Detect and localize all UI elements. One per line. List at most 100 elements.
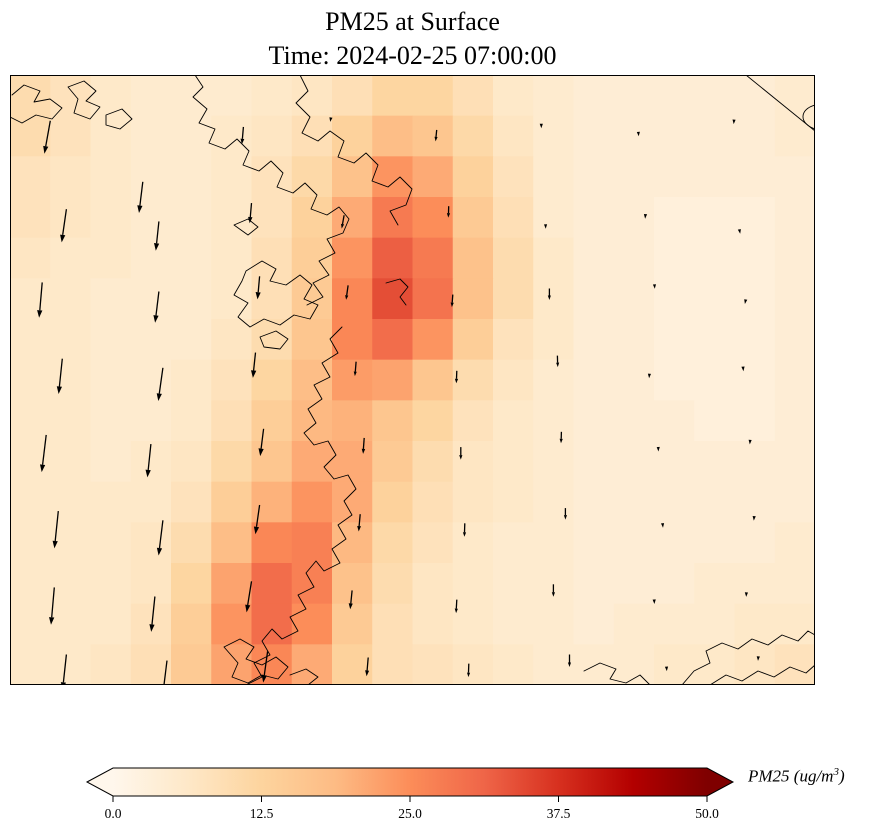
heatmap-cell [493, 115, 534, 157]
wind-arrow [748, 439, 752, 445]
heatmap-cell [211, 156, 253, 198]
heatmap-cell [90, 237, 132, 279]
heatmap-cell [493, 237, 534, 279]
heatmap-cell [734, 237, 776, 279]
heatmap-cell [90, 481, 132, 523]
heatmap-cell [291, 319, 333, 361]
heatmap-cell [90, 156, 132, 198]
heatmap-cell [452, 278, 494, 320]
heatmap-cell [171, 603, 212, 645]
heatmap-cell [90, 603, 132, 645]
wind-arrow [737, 229, 741, 234]
heatmap-cell [130, 522, 172, 564]
wind-arrow [153, 291, 160, 323]
wind-arrow [647, 373, 651, 379]
heatmap-cell [573, 319, 615, 361]
heatmap-cell [694, 278, 736, 320]
heatmap-cell [573, 563, 615, 605]
heatmap-cell [412, 441, 454, 483]
heatmap-cell [211, 481, 253, 523]
heatmap-cell [774, 481, 815, 523]
wind-arrow [559, 431, 563, 444]
wind-arrow [37, 282, 43, 318]
heatmap-cell [694, 644, 736, 685]
wind-arrow-head [563, 515, 567, 520]
heatmap-cell [211, 400, 253, 442]
heatmap-cell [694, 359, 736, 401]
heatmap-cell [171, 319, 212, 361]
heatmap-cell [452, 237, 494, 279]
wind-arrow [56, 358, 63, 394]
heatmap-cell [10, 400, 51, 442]
heatmap-cell [694, 156, 736, 198]
wind-arrow-head [154, 243, 160, 251]
wind-arrow [43, 120, 51, 154]
heatmap-cell [573, 481, 615, 523]
wind-arrow [664, 666, 669, 672]
heatmap-cell [412, 400, 454, 442]
heatmap-cell [493, 644, 534, 685]
heatmap-cell [452, 75, 494, 117]
wind-arrow [462, 523, 467, 537]
plot-title-line1: PM25 at Surface [325, 7, 500, 36]
wind-arrow-head [656, 446, 660, 452]
heatmap-cell [90, 278, 132, 320]
wind-arrow [467, 663, 471, 678]
wind-arrow [450, 294, 454, 308]
heatmap-cell [332, 156, 373, 198]
heatmap-cell [130, 441, 172, 483]
heatmap-cell [90, 400, 132, 442]
heatmap-cell [694, 481, 736, 523]
heatmap-cell [452, 481, 494, 523]
heatmap-cell [734, 481, 776, 523]
colorbar-label-exponent: 3 [833, 766, 839, 778]
heatmap-cell [90, 563, 132, 605]
heatmap-cell [332, 75, 373, 117]
heatmap-cell [694, 441, 736, 483]
heatmap-cell [291, 156, 333, 198]
heatmap-cell [654, 441, 695, 483]
wind-arrow [752, 516, 756, 521]
wind-arrow [365, 657, 370, 677]
wind-arrows-layer [37, 117, 760, 685]
heatmap-cell [291, 197, 333, 239]
wind-arrow-head [636, 131, 640, 137]
heatmap-cell [171, 481, 212, 523]
heatmap-cell [533, 319, 575, 361]
coastline-path [233, 260, 319, 328]
heatmap-cell [50, 441, 92, 483]
heatmap-cell [654, 319, 695, 361]
colorbar-tick-label: 25.0 [398, 806, 422, 821]
heatmap-cell [573, 441, 615, 483]
heatmap-cell [412, 481, 454, 523]
heatmap-cell [694, 197, 736, 239]
wind-arrow [547, 288, 551, 300]
heatmap-cell [533, 644, 575, 685]
heatmap-cell [452, 441, 494, 483]
wind-arrow-head [567, 662, 571, 667]
wind-arrow [454, 599, 458, 614]
wind-arrow-head [253, 526, 260, 535]
heatmap-cell [130, 278, 172, 320]
heatmap-cell [734, 319, 776, 361]
coastline-path [245, 326, 357, 685]
wind-arrow [253, 504, 261, 535]
wind-arrow [556, 355, 560, 368]
wind-arrow [636, 131, 640, 137]
heatmap-cell [211, 75, 253, 117]
heatmap-cell [774, 115, 815, 157]
heatmap-cell [171, 359, 212, 401]
heatmap-cell [533, 359, 575, 401]
heatmap-cell [291, 400, 333, 442]
wind-arrow [454, 370, 459, 384]
coastline-path [583, 662, 651, 685]
heatmap-cell [171, 115, 212, 157]
wind-arrow [459, 447, 463, 460]
colorbar-gradient [113, 768, 707, 796]
heatmap-cell [654, 481, 695, 523]
heatmap-cell [412, 359, 454, 401]
heatmap-cell [573, 603, 615, 645]
heatmap-cell [613, 563, 655, 605]
wind-arrow [741, 366, 745, 372]
